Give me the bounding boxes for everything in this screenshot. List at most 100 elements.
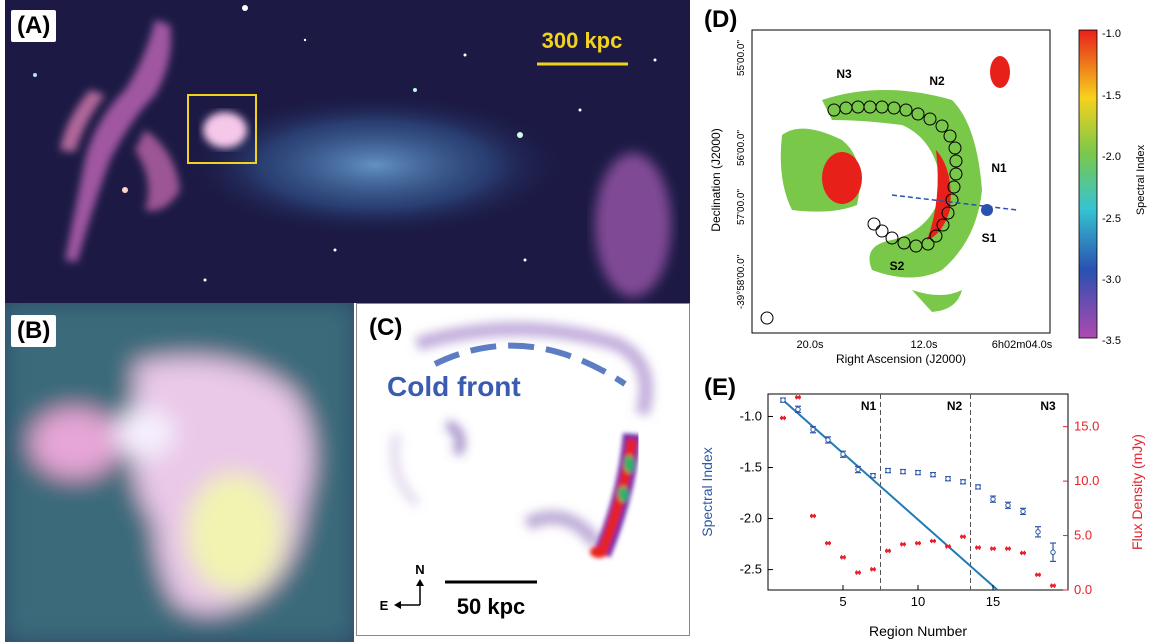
zoom-box [187,94,257,164]
plot-frame [767,393,1069,591]
section-label: N3 [1040,399,1056,413]
flux-density-point [930,538,936,544]
panel-e: N1 N2 N3 5 10 15 -1.0 -1.5 -2.0 -2.5 0.0 5.0 10.0 15… [692,370,1151,642]
regions [827,100,963,253]
colorbar-tick: -2.0 [1102,151,1121,163]
panel-label: (E) [698,372,742,404]
x-tick-label: 15 [986,594,1000,609]
colorbar-tick: -1.0 [1102,28,1121,40]
scale-label: 50 kpc [457,594,526,619]
spectral-index-point [780,397,786,403]
spectral-index-point [855,466,861,473]
xray-emission [185,93,565,237]
flux-density-point [915,540,921,546]
spectral-index-point [885,467,891,474]
spectral-index-point [1005,502,1011,508]
colorbar-label: Spectral Index [1135,144,1147,215]
spectral-index-point [975,484,981,490]
y-tick-label: -1.5 [740,460,762,475]
y2-tick-label: 10.0 [1074,473,1099,488]
y-tick: -39°58'00.0" [736,254,747,309]
flux-density-point [840,554,846,560]
y2-tick-label: 15.0 [1074,419,1099,434]
spectral-index-point [840,451,846,457]
flux-density-point [825,540,831,546]
y2-tick-label: 0.0 [1074,582,1092,597]
flux-density-point [1005,546,1011,552]
panel-b: (B) [5,303,354,642]
flux-density-point [945,544,951,549]
spectral-index-point [825,437,831,443]
region-label: N1 [991,161,1007,175]
spectral-index-map: N3 N2 N1 S1 S2 20.0s 12.0s 6h02m04.0s Ri… [709,28,1147,366]
central-source [203,112,247,148]
spectral-index-point [1050,549,1056,555]
panel-a-image: 300 kpc [33,5,671,297]
flux-density-point [870,566,876,572]
spectral-index-point [1020,508,1026,515]
flux-density-point [885,548,891,554]
flux-density-point [975,545,981,550]
y-axis-label: Declination (J2000) [709,128,723,231]
flux-density-point [795,394,801,400]
panel-label: (C) [363,312,409,344]
region-label: S1 [982,231,997,245]
radio-relic-east [595,153,671,297]
spectral-index-point [930,471,936,478]
section-label: N2 [947,399,963,413]
y-tick-label: -2.0 [740,511,762,526]
flux-density-point [780,415,786,421]
colorbar-tick: -1.5 [1102,90,1121,102]
spectral-index-point [810,427,816,433]
x-tick: 6h02m04.0s [992,339,1053,351]
spectral-profile-chart: N1 N2 N3 5 10 15 -1.0 -1.5 -2.0 -2.5 0.0 5.0 10.0 15… [699,393,1145,639]
fit-line [782,399,999,591]
x-axis-label: Region Number [869,623,967,639]
spectral-index-point [915,469,921,476]
panel-c-image: Cold front 50 kpc N E [380,322,654,619]
y-tick-label: -2.5 [740,562,762,577]
flux-density-point [900,541,906,547]
y-tick: 56'00.0" [736,130,747,166]
cold-front-line [433,342,627,387]
y-tick-label: -1.0 [740,408,762,423]
flux-density-point [990,546,996,552]
spectral-index-point [945,476,951,482]
flux-density-point [1050,583,1056,589]
colorbar-tick: -3.5 [1102,335,1121,347]
spectral-index-point [900,468,906,475]
flux-density-point [855,570,861,576]
x-tick-label: 10 [911,594,925,609]
panel-d: N3 N2 N1 S1 S2 20.0s 12.0s 6h02m04.0s Ri… [692,0,1151,370]
panel-c: Cold front 50 kpc N E (C) [356,303,690,636]
spectral-index-point [795,406,801,413]
panel-label: (A) [11,10,57,42]
scale-label: 300 kpc [542,28,623,53]
region-label: N3 [836,67,852,81]
spectral-index-point [1035,529,1041,535]
y-tick: 57'00.0" [736,189,747,225]
colorbar [1078,29,1098,339]
spectral-index-point [990,496,996,502]
y-axis-label: Spectral Index [699,447,715,537]
north-label: N [415,562,424,577]
flux-density-point [1020,550,1026,556]
panel-b-image [5,303,354,642]
y2-axis-label: Flux Density (mJy) [1129,434,1145,550]
cold-front-label: Cold front [387,371,521,402]
flux-density-point [960,534,966,540]
panel-label: (B) [11,315,57,347]
x-tick-label: 5 [839,594,846,609]
x-axis-label: Right Ascension (J2000) [836,352,966,366]
section-label: N1 [861,399,877,413]
flux-density-point [1035,572,1041,578]
flux-density-point [810,513,816,519]
region-label: N2 [929,74,945,88]
radio-relic-west [60,20,180,262]
region-label: S2 [890,259,905,273]
x-tick: 12.0s [911,339,938,351]
radio-filaments [389,322,654,549]
colorbar-tick: -2.5 [1102,213,1121,225]
spectral-index-point [870,472,876,479]
colorbar-tick: -3.0 [1102,274,1121,286]
